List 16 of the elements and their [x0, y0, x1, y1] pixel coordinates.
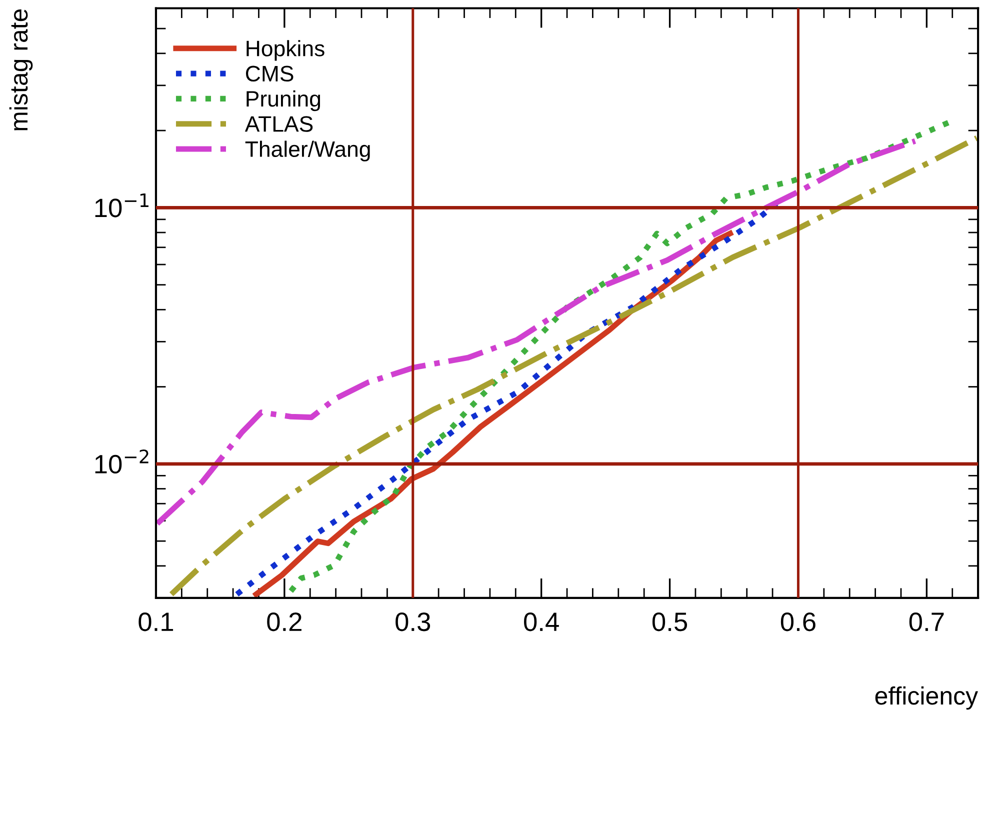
legend-label: Pruning — [246, 90, 320, 112]
legend-label: CMS — [246, 66, 294, 82]
y-tick-label: 10$^{−2}$ — [95, 449, 148, 474]
x-tick-label: 0.5 — [652, 612, 688, 632]
legend-label: ATLAS — [244, 116, 313, 132]
legend-label: Thaler/Wang — [245, 140, 370, 162]
legend-label: Hopkins — [246, 40, 324, 61]
x-tick-label: 0.2 — [267, 612, 302, 632]
x-tick-label: 0.4 — [524, 612, 559, 632]
x-tick-label: 0.3 — [396, 612, 430, 632]
x-tick-label: 0.7 — [909, 612, 944, 632]
x-axis-title: efficiency — [875, 686, 978, 710]
y-axis-title: mistag rate — [9, 9, 33, 130]
y-tick-label: 10$^{−1}$ — [95, 193, 148, 218]
x-tick-label: 0.6 — [780, 612, 816, 632]
x-tick-label: 0.1 — [138, 612, 174, 632]
